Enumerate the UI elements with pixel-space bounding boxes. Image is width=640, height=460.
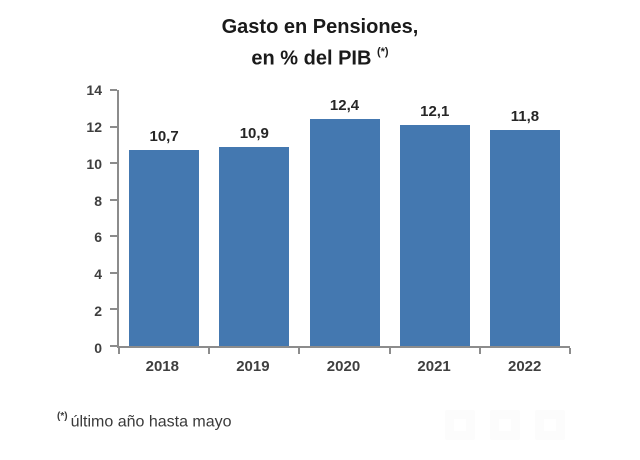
footnote: (*) último año hasta mayo xyxy=(57,411,232,431)
chart-title-line1: Gasto en Pensiones, xyxy=(221,16,419,38)
bar-value-label: 10,7 xyxy=(149,128,179,146)
bar-slot: 11,8 xyxy=(480,90,570,346)
y-axis-tick-label: 6 xyxy=(94,229,102,246)
y-axis-tick-label: 2 xyxy=(94,303,102,320)
y-axis-tick-label: 12 xyxy=(86,118,102,135)
y-axis-tick xyxy=(110,235,117,238)
y-axis-tick-label: 8 xyxy=(94,192,102,209)
y-axis-tick-label: 0 xyxy=(94,340,102,356)
title-footnote-marker: (*) xyxy=(376,46,389,58)
watermark-square-icon xyxy=(490,410,520,440)
bar-series: 10,7 10,9 12,4 12,1 11,8 xyxy=(119,90,570,346)
bar-value-label: 10,9 xyxy=(239,124,269,142)
bar-slot: 10,7 xyxy=(119,90,209,346)
x-axis-labels: 2018 2019 2020 2021 2022 xyxy=(117,358,570,375)
footnote-marker: (*) xyxy=(57,411,68,422)
y-axis-labels: 14 12 10 8 6 4 2 0 xyxy=(0,82,102,356)
x-axis-tick xyxy=(569,348,571,354)
y-axis-tick-label: 10 xyxy=(86,155,102,172)
y-axis-tick xyxy=(110,198,117,201)
x-axis-tick xyxy=(478,348,481,354)
bar-slot: 12,1 xyxy=(390,90,480,346)
y-axis-tick xyxy=(110,271,117,274)
x-axis-tick xyxy=(118,348,120,354)
bar-2018: 10,7 xyxy=(129,128,200,346)
y-axis-tick xyxy=(110,89,117,91)
x-axis-tick xyxy=(298,348,301,354)
watermark-square-icon xyxy=(445,410,475,440)
x-axis-tick-label: 2020 xyxy=(326,358,361,375)
x-axis-tick-label: 2021 xyxy=(417,358,451,375)
y-axis-tick xyxy=(110,308,117,311)
y-axis-tick xyxy=(110,162,117,165)
chart-title-line2: en % del PIB (*) xyxy=(251,46,389,70)
x-axis-tick xyxy=(388,348,391,354)
x-axis-tick-label: 2022 xyxy=(507,358,542,375)
watermark-square-icon xyxy=(535,410,565,440)
x-axis-tick-label: 2018 xyxy=(145,358,179,375)
chart-title: Gasto en Pensiones, en % del PIB (*) xyxy=(0,14,640,73)
bar-2021: 12,1 xyxy=(399,103,470,346)
y-axis-tick-label: 14 xyxy=(86,82,102,98)
bar-value-label: 11,8 xyxy=(510,108,540,126)
x-axis-tick xyxy=(208,348,211,354)
bar-value-label: 12,4 xyxy=(329,97,360,115)
y-axis-tick-label: 4 xyxy=(94,266,102,283)
plot-area: 10,7 10,9 12,4 12,1 11,8 xyxy=(110,89,571,354)
bar-slot: 10,9 xyxy=(209,90,299,346)
y-axis-tick xyxy=(110,125,117,128)
bar-value-label: 12,1 xyxy=(420,102,450,120)
bar-slot: 12,4 xyxy=(299,90,389,346)
bar-2022: 11,8 xyxy=(489,108,560,346)
y-axis-tick xyxy=(110,345,117,347)
bar-2020: 12,4 xyxy=(309,97,380,346)
footnote-text: último año hasta mayo xyxy=(70,413,232,431)
x-axis-tick-label: 2019 xyxy=(236,358,270,375)
bar-2019: 10,9 xyxy=(219,125,290,346)
watermark xyxy=(445,410,565,440)
